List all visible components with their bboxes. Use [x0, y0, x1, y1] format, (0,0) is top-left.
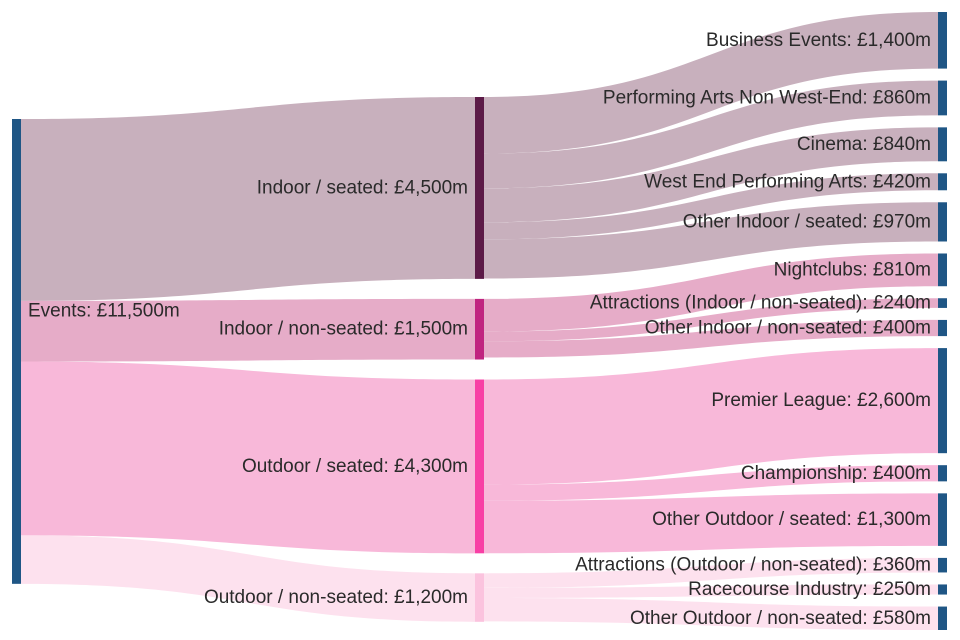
label-outdoor-seated: Outdoor / seated: £4,300m [242, 456, 468, 477]
node-racecourse [938, 584, 947, 595]
link-indoor-nonseated-to-nightclubs [484, 253, 938, 332]
node-west-end [938, 173, 947, 191]
link-events-to-outdoor-seated [21, 361, 475, 554]
label-indoor-nonseated: Indoor / non-seated: £1,500m [219, 319, 468, 340]
node-nightclubs [938, 253, 947, 287]
links-layer [21, 12, 938, 630]
label-nightclubs: Nightclubs: £810m [774, 259, 931, 280]
nodes-layer [12, 12, 947, 630]
label-racecourse: Racecourse Industry: £250m [688, 579, 931, 600]
node-indoor-nonseated [475, 298, 484, 360]
label-indoor-seated: Indoor / seated: £4,500m [257, 177, 468, 198]
link-indoor-seated-to-performing-arts-nwe [484, 80, 938, 189]
node-outdoor-seated [475, 379, 484, 554]
node-outdoor-nonseated [475, 573, 484, 622]
label-business-events: Business Events: £1,400m [706, 30, 931, 51]
link-outdoor-seated-to-championship [484, 465, 938, 501]
label-championship: Championship: £400m [741, 463, 931, 484]
link-indoor-seated-to-cinema [484, 127, 938, 223]
link-indoor-nonseated-to-attractions-indoor [484, 298, 938, 342]
link-outdoor-nonseated-to-attractions-outdoor [484, 557, 938, 588]
node-events [12, 119, 21, 584]
node-other-outdoor-nonseated [938, 606, 947, 630]
node-attractions-outdoor [938, 557, 947, 573]
node-other-indoor-seated [938, 202, 947, 242]
node-premier-league [938, 348, 947, 454]
node-cinema [938, 127, 947, 162]
label-cinema: Cinema: £840m [797, 134, 931, 155]
node-indoor-seated [475, 97, 484, 279]
node-other-indoor-nonseated [938, 319, 947, 337]
label-other-outdoor-seated: Other Outdoor / seated: £1,300m [652, 509, 931, 530]
node-business-events [938, 12, 947, 69]
link-indoor-nonseated-to-other-indoor-nonseated [484, 319, 938, 358]
link-outdoor-seated-to-other-outdoor-seated [484, 493, 938, 554]
label-other-indoor-seated: Other Indoor / seated: £970m [683, 211, 931, 232]
label-other-indoor-nonseated: Other Indoor / non-seated: £400m [645, 318, 931, 339]
label-events: Events: £11,500m [28, 301, 180, 322]
link-indoor-seated-to-other-indoor-seated [484, 202, 938, 279]
link-indoor-seated-to-west-end [484, 173, 938, 240]
node-championship [938, 465, 947, 482]
label-performing-arts-nwe: Performing Arts Non West-End: £860m [603, 87, 931, 108]
labels-layer: Events: £11,500m Indoor / seated: £4,500m… [28, 30, 931, 629]
node-attractions-indoor [938, 298, 947, 308]
link-events-to-indoor-seated [21, 97, 475, 301]
label-outdoor-nonseated: Outdoor / non-seated: £1,200m [204, 587, 468, 608]
link-indoor-seated-to-business-events [484, 12, 938, 154]
link-outdoor-seated-to-premier-league [484, 348, 938, 485]
label-west-end: West End Performing Arts: £420m [644, 171, 931, 192]
link-outdoor-nonseated-to-other-outdoor-nonseated [484, 597, 938, 630]
label-other-outdoor-nonseated: Other Outdoor / non-seated: £580m [630, 608, 931, 629]
link-outdoor-nonseated-to-racecourse [484, 584, 938, 598]
node-other-outdoor-seated [938, 493, 947, 546]
link-events-to-outdoor-nonseated [21, 535, 475, 622]
label-premier-league: Premier League: £2,600m [711, 390, 931, 411]
label-attractions-outdoor: Attractions (Outdoor / non-seated): £360… [575, 555, 931, 576]
label-attractions-indoor: Attractions (Indoor / non-seated): £240m [590, 293, 931, 314]
link-events-to-indoor-nonseated [21, 298, 475, 362]
node-performing-arts-nwe [938, 80, 947, 116]
